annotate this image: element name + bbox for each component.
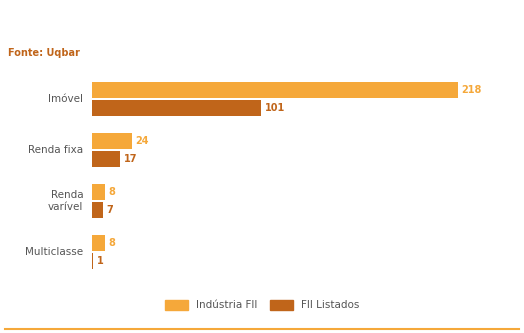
Bar bbox=[92, 253, 93, 269]
Text: 26: 26 bbox=[502, 15, 518, 25]
Bar bbox=[92, 133, 132, 149]
Text: Fonte: Uqbar: Fonte: Uqbar bbox=[8, 48, 80, 58]
Bar bbox=[92, 202, 103, 218]
Bar bbox=[92, 234, 105, 251]
Text: 24: 24 bbox=[135, 136, 149, 146]
Text: 8: 8 bbox=[108, 187, 115, 197]
Text: 17: 17 bbox=[124, 154, 137, 164]
Text: 101: 101 bbox=[265, 103, 285, 113]
Bar bbox=[92, 183, 105, 200]
Text: 7: 7 bbox=[107, 205, 114, 215]
Text: 218: 218 bbox=[462, 85, 482, 95]
Bar bbox=[92, 151, 121, 167]
Bar bbox=[92, 100, 261, 117]
Text: FIG.: FIG. bbox=[484, 15, 506, 25]
Text: 1: 1 bbox=[97, 256, 104, 266]
Bar bbox=[92, 82, 458, 98]
Text: Número de FII por Tipo de Ativo em 30/12/2015: Número de FII por Tipo de Ativo em 30/12… bbox=[8, 14, 288, 27]
Legend: Indústria FII, FII Listados: Indústria FII, FII Listados bbox=[165, 300, 359, 310]
Text: 8: 8 bbox=[108, 238, 115, 248]
